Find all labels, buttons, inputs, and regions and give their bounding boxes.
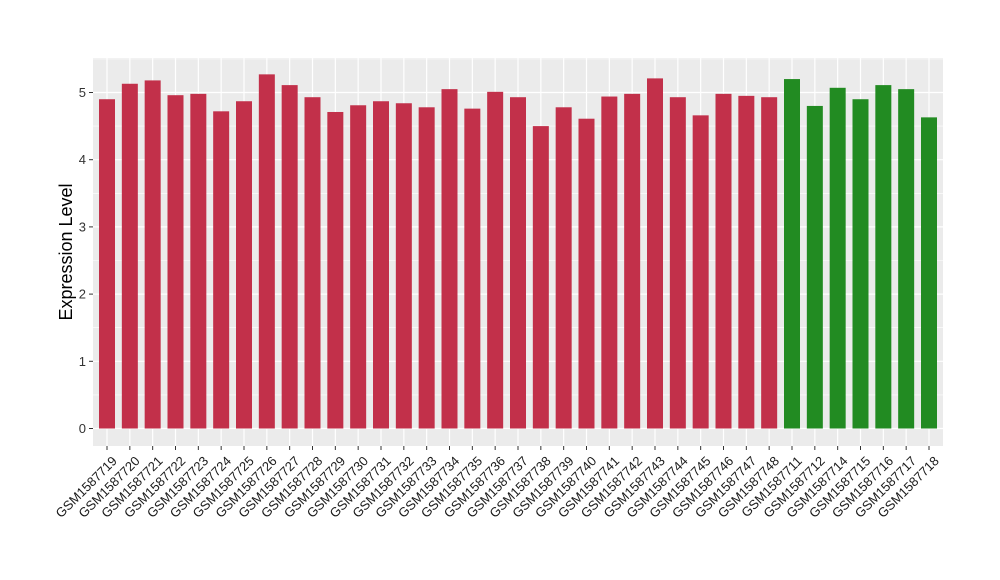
bar-GSM1587732: [395, 103, 412, 429]
bar-GSM1587721: [144, 80, 161, 429]
bar-GSM1587711: [784, 79, 800, 429]
bar-GSM1587739: [555, 107, 572, 429]
x-axis-ticks: GSM1587719GSM1587720GSM1587721GSM1587722…: [53, 446, 942, 521]
bar-GSM1587740: [578, 118, 595, 429]
bar-GSM1587741: [601, 96, 618, 429]
bar-GSM1587731: [373, 101, 389, 429]
y-tick-label: 4: [79, 152, 86, 167]
bar-GSM1587733: [418, 107, 435, 429]
bar-GSM1587717: [898, 89, 915, 429]
bar-GSM1587712: [806, 105, 823, 429]
bar-GSM1587734: [441, 89, 458, 429]
bar-GSM1587728: [304, 97, 321, 429]
bar-GSM1587735: [464, 108, 481, 429]
bar-GSM1587746: [715, 93, 732, 429]
bar-GSM1587726: [258, 74, 275, 429]
y-tick-label: 2: [79, 287, 86, 302]
bar-GSM1587725: [236, 101, 252, 429]
bar-GSM1587737: [510, 97, 526, 429]
bar-GSM1587743: [647, 78, 663, 429]
bar-GSM1587720: [121, 83, 138, 429]
y-axis-ticks: 0 1 2 3 4 5: [79, 85, 93, 436]
bars: [99, 74, 937, 429]
bar-GSM1587719: [99, 99, 115, 429]
bar-GSM1587738: [532, 126, 549, 429]
bar-GSM1587715: [852, 99, 869, 429]
bar-GSM1587714: [829, 87, 846, 429]
bar-GSM1587744: [669, 97, 686, 429]
bar-GSM1587729: [327, 111, 344, 429]
bar-GSM1587716: [875, 85, 892, 429]
bar-GSM1587727: [281, 85, 298, 429]
bar-GSM1587736: [487, 91, 504, 429]
bar-GSM1587730: [350, 105, 367, 429]
y-tick-label: 0: [79, 421, 86, 436]
bar-GSM1587745: [692, 115, 709, 429]
bar-GSM1587747: [738, 95, 755, 429]
y-tick-label: 1: [79, 354, 86, 369]
y-tick-label: 5: [79, 85, 86, 100]
bar-GSM1587723: [190, 93, 207, 429]
bar-GSM1587718: [921, 117, 937, 429]
bar-GSM1587748: [761, 97, 778, 429]
bar-GSM1587722: [167, 95, 184, 429]
bar-GSM1587742: [624, 93, 641, 429]
y-axis-title: Expression Level: [56, 183, 76, 320]
bar-GSM1587724: [213, 111, 230, 429]
y-tick-label: 3: [79, 219, 86, 234]
